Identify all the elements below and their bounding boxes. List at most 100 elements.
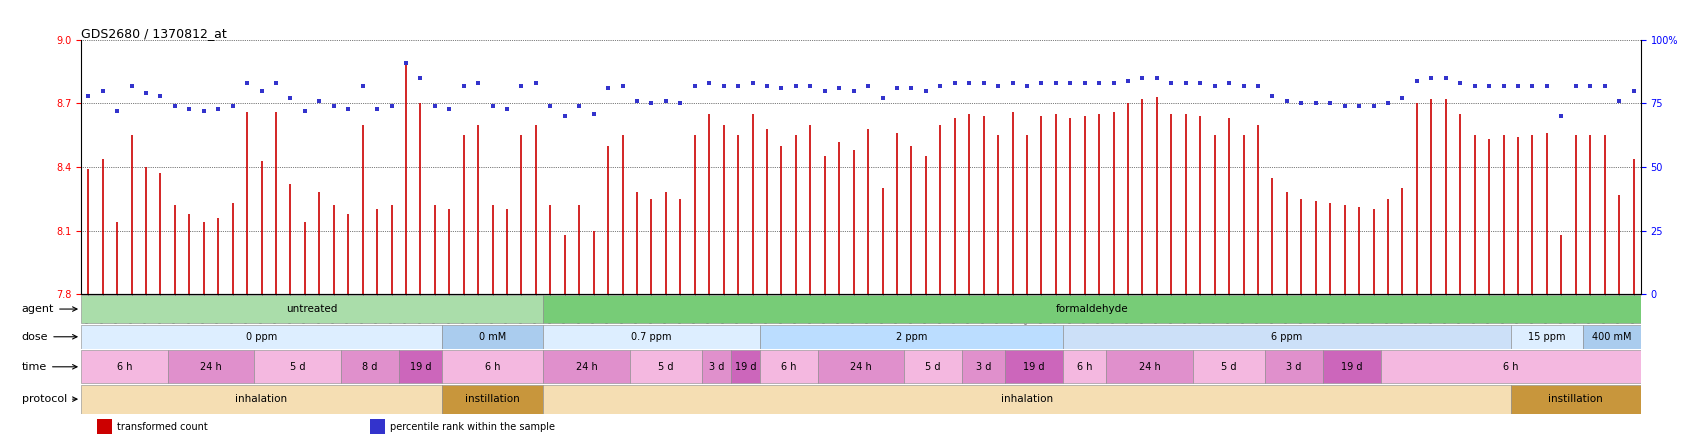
Bar bbox=[1006, 350, 1063, 384]
Point bbox=[869, 95, 896, 102]
Bar bbox=[1106, 350, 1193, 384]
Text: 3 d: 3 d bbox=[709, 362, 724, 372]
Bar bbox=[702, 350, 731, 384]
Point bbox=[1577, 82, 1604, 89]
Point bbox=[1317, 100, 1344, 107]
Point bbox=[1101, 79, 1128, 87]
Point bbox=[133, 90, 159, 97]
Point bbox=[999, 79, 1026, 87]
Point bbox=[392, 59, 420, 67]
Point bbox=[248, 87, 275, 94]
Point bbox=[912, 87, 939, 94]
Text: 8 d: 8 d bbox=[363, 362, 378, 372]
Point bbox=[349, 82, 376, 89]
Point bbox=[1431, 75, 1458, 82]
Point bbox=[147, 92, 174, 99]
Point bbox=[292, 107, 319, 115]
Point bbox=[854, 82, 881, 89]
Point bbox=[1462, 82, 1489, 89]
Bar bbox=[544, 295, 1641, 324]
Bar bbox=[81, 350, 167, 384]
Point bbox=[1361, 103, 1388, 110]
Text: 6 h: 6 h bbox=[116, 362, 132, 372]
Text: GDS2680 / 1370812_at: GDS2680 / 1370812_at bbox=[81, 27, 226, 40]
Bar bbox=[817, 350, 905, 384]
Bar bbox=[1266, 350, 1323, 384]
Point bbox=[927, 82, 954, 89]
Point bbox=[942, 79, 969, 87]
Bar bbox=[544, 350, 630, 384]
Point bbox=[1187, 79, 1214, 87]
Point bbox=[493, 105, 520, 112]
Bar bbox=[398, 350, 442, 384]
Text: agent: agent bbox=[22, 304, 78, 314]
Point bbox=[724, 82, 751, 89]
Text: 19 d: 19 d bbox=[1342, 362, 1362, 372]
Point bbox=[1143, 75, 1170, 82]
Point bbox=[1129, 75, 1156, 82]
Point bbox=[1202, 82, 1229, 89]
Point bbox=[1605, 97, 1632, 104]
Point bbox=[1303, 100, 1330, 107]
Bar bbox=[760, 350, 817, 384]
Bar bbox=[442, 350, 544, 384]
Text: 5 d: 5 d bbox=[925, 362, 940, 372]
Point bbox=[623, 97, 650, 104]
Text: 0 mM: 0 mM bbox=[479, 332, 506, 342]
Text: 6 h: 6 h bbox=[1502, 362, 1519, 372]
Bar bbox=[1583, 325, 1641, 349]
Text: 6 h: 6 h bbox=[1077, 362, 1092, 372]
Point bbox=[581, 110, 608, 117]
Point bbox=[523, 79, 550, 87]
Text: 24 h: 24 h bbox=[851, 362, 871, 372]
Point bbox=[1231, 82, 1258, 89]
Point bbox=[1028, 79, 1055, 87]
Text: 24 h: 24 h bbox=[1139, 362, 1161, 372]
Text: untreated: untreated bbox=[287, 304, 338, 314]
Text: time: time bbox=[22, 362, 78, 372]
Point bbox=[565, 103, 592, 110]
Point bbox=[263, 79, 290, 87]
Point bbox=[118, 82, 145, 89]
Text: instillation: instillation bbox=[466, 394, 520, 404]
Point bbox=[682, 82, 709, 89]
Text: protocol: protocol bbox=[22, 394, 78, 404]
Point bbox=[1389, 95, 1416, 102]
Point bbox=[479, 103, 506, 110]
Bar bbox=[1063, 350, 1106, 384]
Bar bbox=[370, 419, 385, 435]
Point bbox=[176, 105, 203, 112]
Point bbox=[1345, 103, 1372, 110]
Point bbox=[841, 87, 868, 94]
Point bbox=[306, 97, 333, 104]
Point bbox=[753, 82, 780, 89]
Text: 19 d: 19 d bbox=[410, 362, 430, 372]
Point bbox=[1548, 113, 1575, 120]
Point bbox=[233, 79, 260, 87]
Bar bbox=[630, 350, 702, 384]
Bar bbox=[760, 325, 1063, 349]
Bar bbox=[96, 419, 111, 435]
Bar bbox=[167, 350, 255, 384]
Point bbox=[1374, 100, 1401, 107]
Text: 15 ppm: 15 ppm bbox=[1528, 332, 1566, 342]
Point bbox=[898, 85, 925, 92]
Point bbox=[1519, 82, 1546, 89]
Text: 5 d: 5 d bbox=[290, 362, 306, 372]
Point bbox=[812, 87, 839, 94]
Point bbox=[984, 82, 1011, 89]
Point bbox=[464, 79, 491, 87]
Point bbox=[768, 85, 795, 92]
Point bbox=[537, 103, 564, 110]
Bar bbox=[1063, 325, 1511, 349]
Text: 2 ppm: 2 ppm bbox=[896, 332, 927, 342]
Point bbox=[191, 107, 218, 115]
Bar bbox=[544, 385, 1511, 413]
Bar bbox=[81, 385, 442, 413]
Point bbox=[1563, 82, 1590, 89]
Point bbox=[955, 79, 982, 87]
Bar bbox=[255, 350, 341, 384]
Text: 0 ppm: 0 ppm bbox=[246, 332, 277, 342]
Point bbox=[825, 85, 852, 92]
Point bbox=[1475, 82, 1502, 89]
